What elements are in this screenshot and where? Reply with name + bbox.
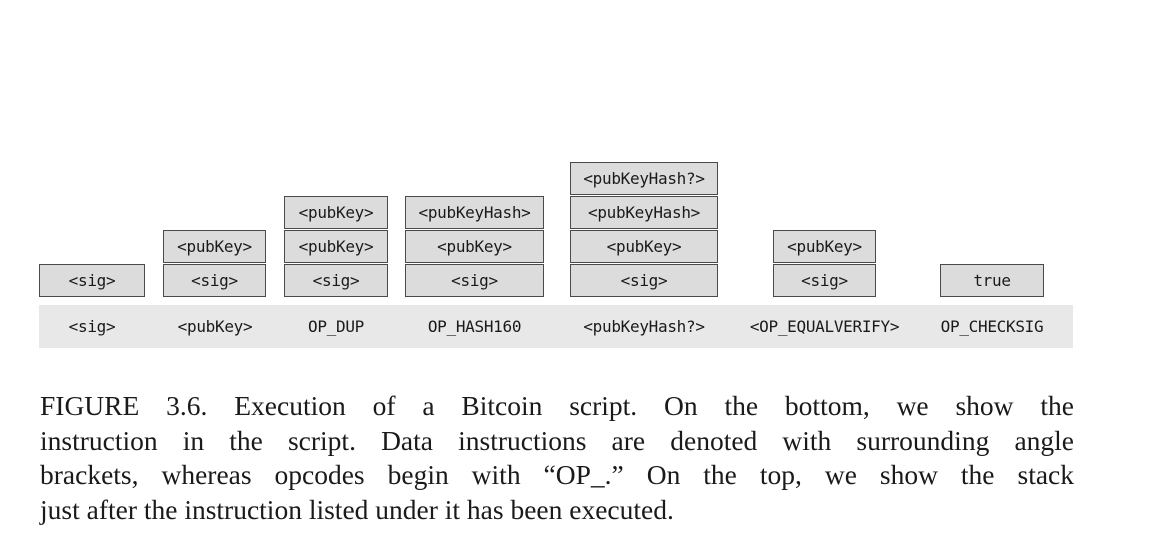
stack-cell: <sig> bbox=[405, 264, 544, 297]
stack-cell: <pubKeyHash?> bbox=[570, 162, 718, 195]
stack-cell: <pubKey> bbox=[284, 196, 388, 229]
stack-cell: <pubKey> bbox=[570, 230, 718, 263]
caption-line: just after the instruction listed under … bbox=[40, 493, 674, 525]
stack-cell: true bbox=[940, 264, 1044, 297]
stack-cell: <pubKey> bbox=[405, 230, 544, 263]
script-instruction: OP_DUP bbox=[308, 317, 364, 336]
script-instruction: <sig> bbox=[68, 317, 116, 336]
stack-cell: <sig> bbox=[773, 264, 876, 297]
stack-cell: <pubKey> bbox=[163, 230, 266, 263]
script-instruction: <pubKeyHash?> bbox=[583, 317, 705, 336]
stack-cell: <sig> bbox=[39, 264, 145, 297]
script-instruction: <OP_EQUALVERIFY> bbox=[749, 317, 900, 336]
script-instruction: OP_HASH160 bbox=[427, 317, 522, 336]
stack-cell: <pubKey> bbox=[773, 230, 876, 263]
script-bar bbox=[39, 305, 1073, 348]
script-execution-diagram: <sig> <sig> <pubKey> <sig> <pubKey> <pub… bbox=[39, 162, 1073, 348]
stack-cell: <sig> bbox=[570, 264, 718, 297]
caption-line: brackets, whereas opcodes begin with “OP… bbox=[40, 459, 1074, 490]
figure-caption: FIGURE 3.6. Execution of a Bitcoin scrip… bbox=[40, 389, 1074, 527]
caption-line: instruction in the script. Data instruct… bbox=[40, 424, 1074, 456]
stack-cell: <pubKeyHash> bbox=[405, 196, 544, 229]
stack-cell: <sig> bbox=[284, 264, 388, 297]
stack-cell: <pubKey> bbox=[284, 230, 388, 263]
stack-cell: <pubKeyHash> bbox=[570, 196, 718, 229]
script-instruction: <pubKey> bbox=[177, 317, 253, 336]
caption-line: FIGURE 3.6. Execution of a Bitcoin scrip… bbox=[40, 390, 1074, 421]
script-instruction: OP_CHECKSIG bbox=[940, 317, 1044, 336]
stack-cell: <sig> bbox=[163, 264, 266, 297]
